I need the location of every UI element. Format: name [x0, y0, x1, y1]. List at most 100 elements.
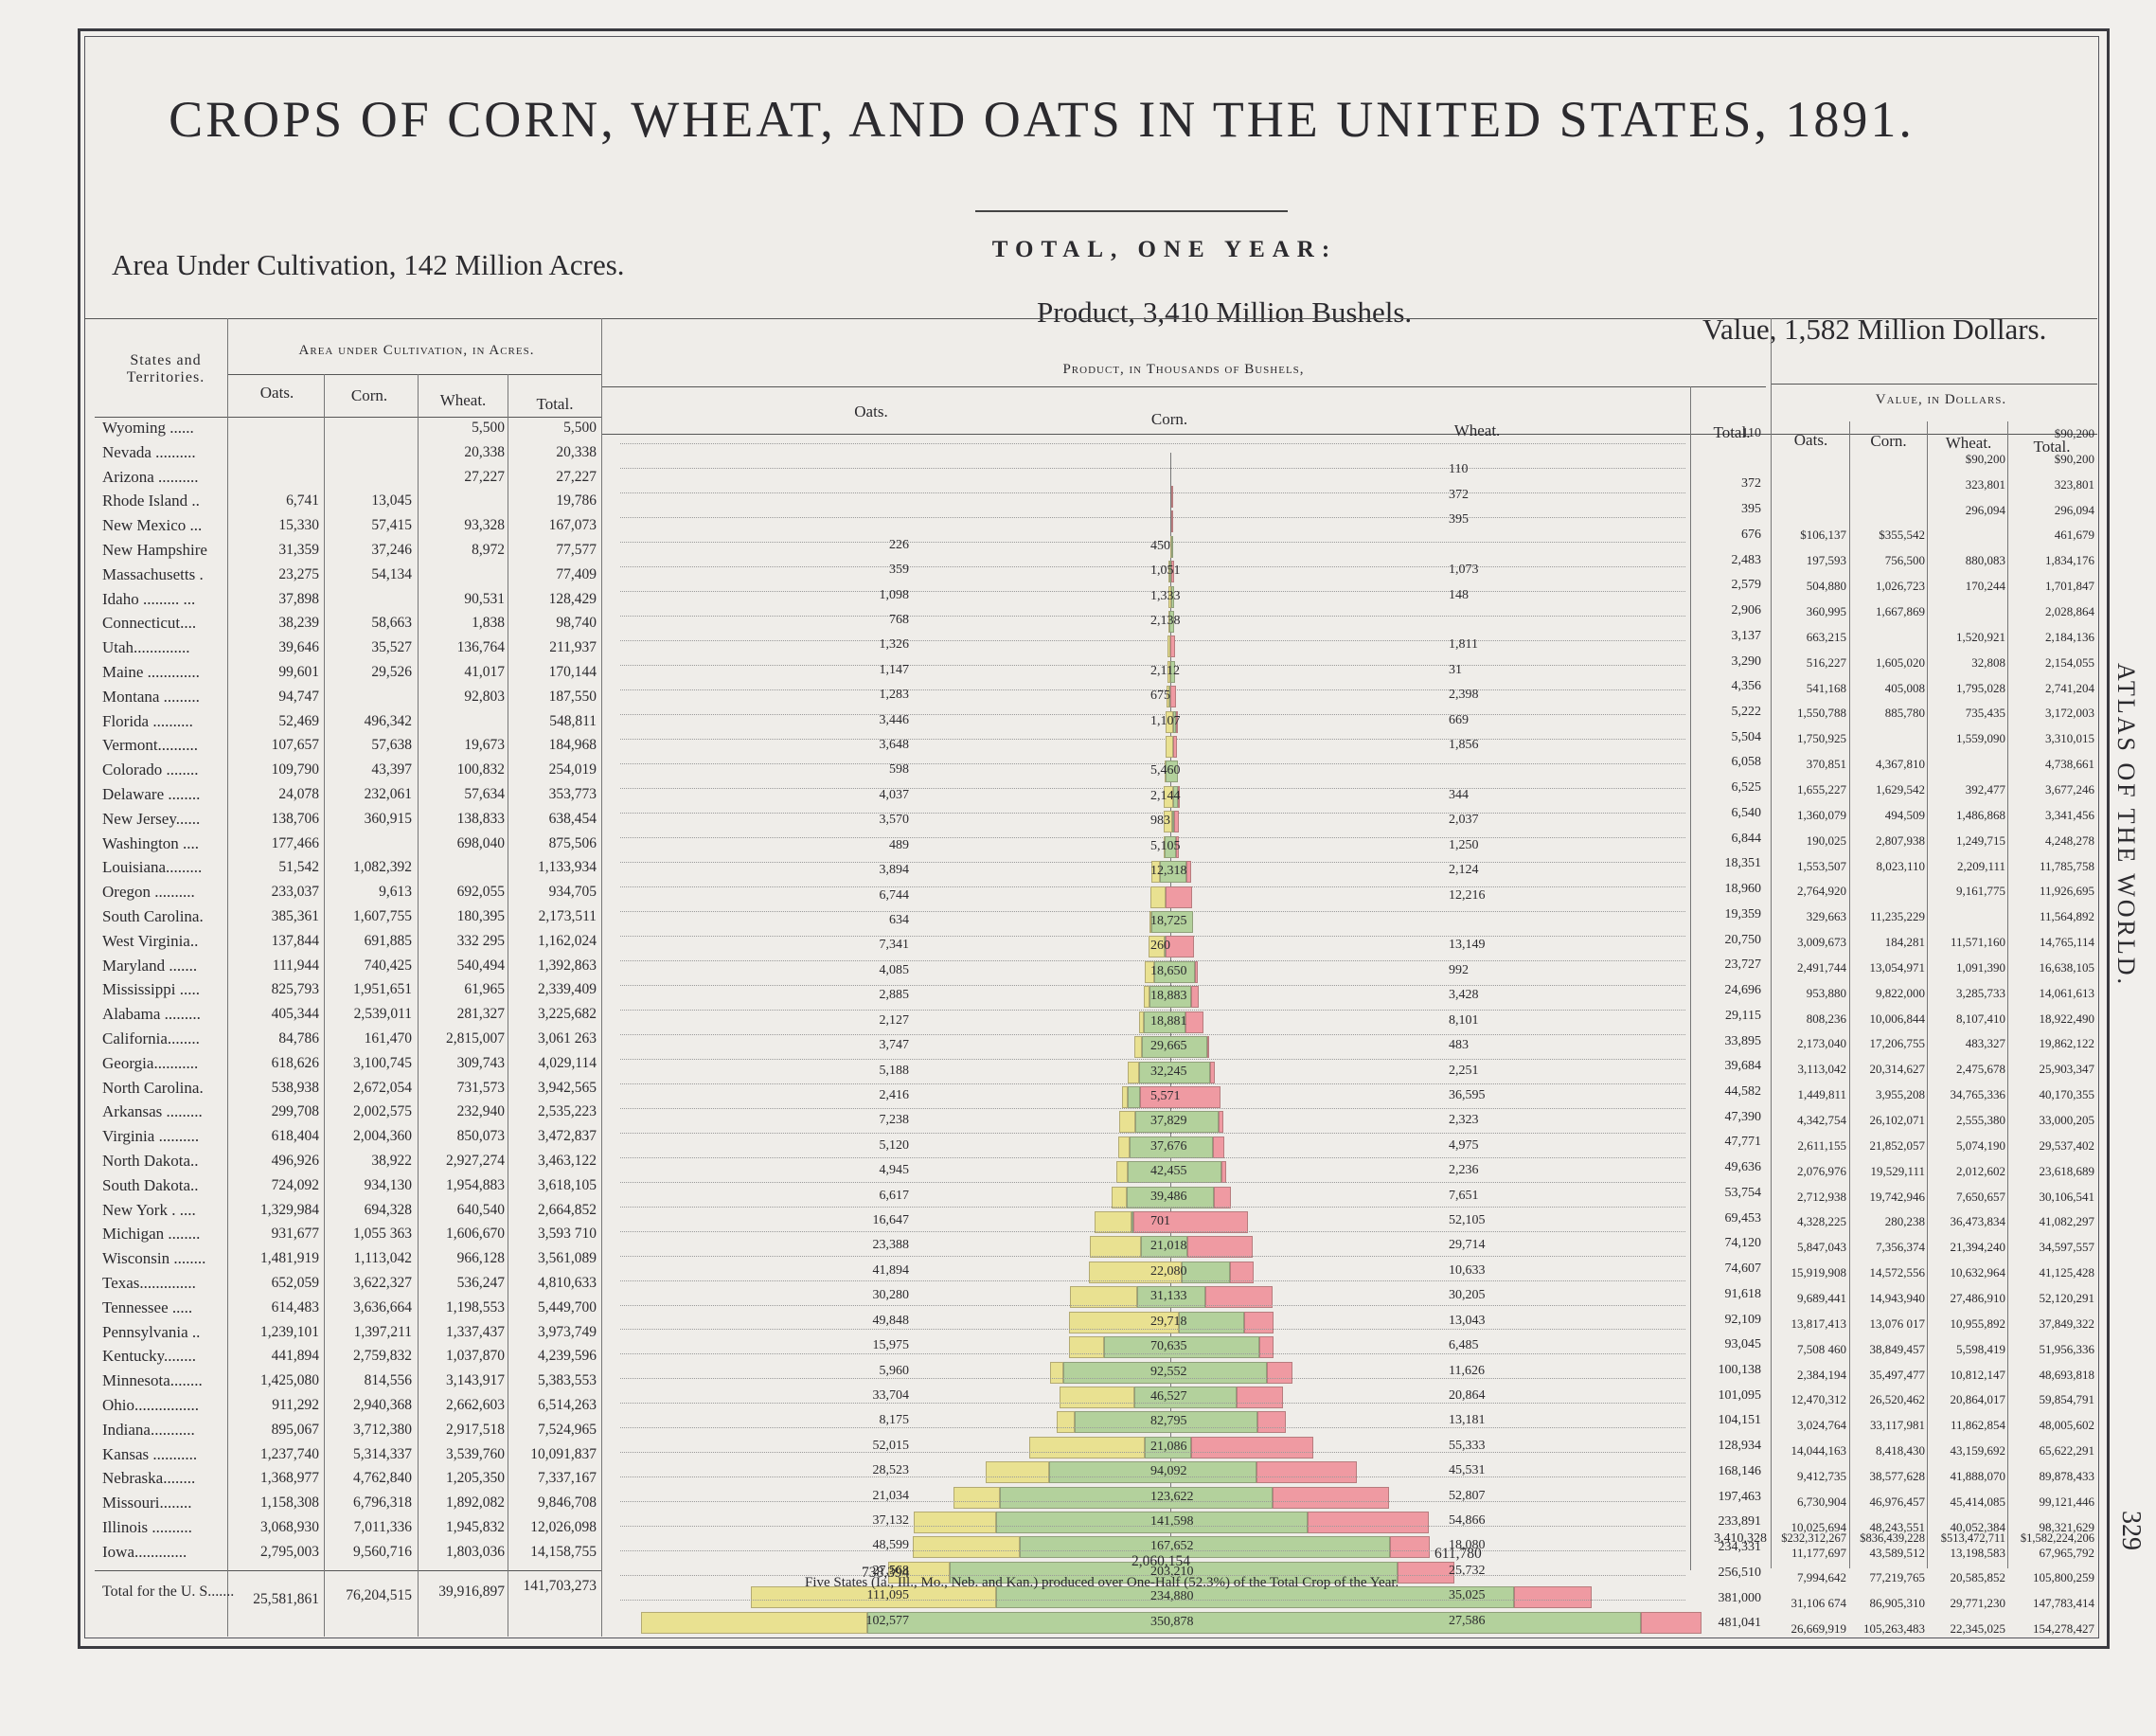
value-cell: 756,500 [1884, 553, 1925, 568]
value-cell: 483,327 [1965, 1036, 2005, 1051]
area-cell: 35,527 [371, 639, 412, 656]
prod-total-cell: 101,095 [1718, 1387, 1762, 1403]
bar-wheat [1173, 811, 1179, 833]
prod-oats-label: 30,280 [872, 1288, 910, 1303]
prod-total-cell: 676 [1741, 527, 1761, 542]
area-cell: 233,037 [271, 884, 319, 901]
prod-wheat-label: 483 [1449, 1038, 1469, 1053]
value-cell: $90,200 [2054, 451, 2094, 466]
leader-line [620, 1378, 1685, 1380]
prod-wheat-label: 1,811 [1449, 637, 1478, 653]
value-subhead-rule [1771, 384, 2097, 385]
bar-corn [866, 1611, 1641, 1634]
area-cell: 7,011,336 [353, 1519, 412, 1535]
state-name: Rhode Island .. [102, 492, 200, 510]
value-cell: 1,550,788 [1797, 706, 1846, 721]
total-prod-wheat: 611,780 [1434, 1546, 1482, 1562]
area-cell: 39,646 [278, 639, 319, 656]
leader-line [620, 1427, 1685, 1429]
area-cell: 2,927,274 [446, 1153, 505, 1169]
value-cell: 3,172,003 [2045, 706, 2094, 721]
value-cell: 99,121,446 [2039, 1494, 2095, 1509]
state-name: Wyoming ...... [102, 419, 194, 437]
total-area-oats: 25,581,861 [253, 1591, 319, 1607]
leader-line [620, 1058, 1685, 1060]
value-cell: 23,618,689 [2039, 1163, 2095, 1178]
area-cell: 38,239 [278, 615, 319, 632]
prod-oats-label: 598 [889, 762, 909, 778]
prod-total-cell: 6,058 [1731, 755, 1762, 770]
area-cell: 3,618,105 [538, 1176, 597, 1193]
bar-oats [1150, 861, 1160, 884]
bar-wheat [1267, 1361, 1293, 1384]
prod-wheat-label: 6,485 [1449, 1338, 1479, 1353]
area-cell: 1,082,392 [353, 859, 412, 876]
prod-corn-label: 94,092 [1150, 1464, 1187, 1479]
area-cell: 618,404 [271, 1128, 319, 1145]
prod-oats-label: 3,747 [879, 1038, 910, 1053]
area-cell: 1,606,670 [446, 1226, 505, 1243]
leader-line [620, 541, 1685, 543]
leader-line [620, 738, 1685, 740]
value-cell: 40,170,355 [2039, 1087, 2095, 1102]
value-cell: 461,679 [2054, 528, 2094, 543]
prod-oats-label: 16,647 [872, 1213, 910, 1228]
leader-line [620, 467, 1685, 469]
prod-oats-label: 27,568 [872, 1563, 910, 1578]
bar-corn [1131, 1211, 1133, 1234]
value-cell: 323,801 [1965, 476, 2005, 492]
area-cell: 43,397 [371, 761, 412, 779]
prod-total-cell: 44,582 [1724, 1083, 1762, 1099]
state-name: North Carolina. [102, 1078, 204, 1097]
area-cell: 1,481,919 [260, 1250, 319, 1267]
value-cell: 663,215 [1806, 629, 1846, 644]
value-cell: 13,054,971 [1869, 959, 1926, 975]
prod-corn-label: 5,105 [1150, 838, 1181, 853]
prod-total-cell: 69,453 [1724, 1210, 1762, 1226]
prod-corn-label: 29,718 [1150, 1314, 1187, 1329]
divider-states [227, 318, 228, 1637]
value-cell: 26,102,071 [1869, 1113, 1926, 1128]
area-cell: 2,539,011 [353, 1006, 412, 1023]
prod-oats-label: 5,120 [879, 1137, 910, 1153]
bar-wheat [1170, 686, 1177, 708]
value-cell: 12,470,312 [1791, 1392, 1847, 1407]
area-cell: 618,626 [271, 1054, 319, 1071]
value-cell: 77,219,765 [1869, 1570, 1926, 1585]
area-cell: 5,449,700 [538, 1298, 597, 1315]
prod-wheat-label: 395 [1449, 512, 1469, 528]
value-cell: 280,238 [1884, 1214, 1925, 1229]
area-cell: 2,759,832 [353, 1348, 412, 1365]
area-cell: 138,706 [271, 810, 319, 827]
value-cell: 32,808 [1971, 654, 2005, 670]
bar-wheat [1191, 986, 1200, 1009]
bar-oats [1127, 1061, 1139, 1083]
state-name: Louisiana......... [102, 858, 203, 877]
value-cell: 9,822,000 [1876, 985, 1925, 1000]
value-total-head: Total. [2033, 438, 2071, 456]
leader-line [620, 1353, 1685, 1355]
prod-total-cell: 47,390 [1724, 1109, 1762, 1124]
value-cell: 11,785,758 [2039, 858, 2094, 873]
prod-corn-label: 2,138 [1150, 613, 1181, 628]
prod-oats-label: 359 [889, 563, 909, 578]
prod-total-cell: 18,960 [1724, 882, 1762, 897]
bar-wheat [1237, 1386, 1283, 1408]
value-cell: 1,629,542 [1876, 781, 1925, 796]
state-name: Idaho ......... ... [102, 589, 196, 608]
prod-wheat-label: 13,181 [1449, 1413, 1486, 1428]
value-cell: 41,125,428 [2039, 1265, 2095, 1280]
value-cell: 7,650,657 [1956, 1189, 2005, 1204]
value-cell: 105,263,483 [1863, 1621, 1925, 1637]
area-cell: 180,395 [456, 908, 505, 924]
prod-corn-label: 1,333 [1150, 588, 1181, 603]
area-cell: 92,803 [464, 688, 505, 705]
bar-corn [1169, 610, 1175, 633]
area-cell: 1,162,024 [538, 932, 597, 949]
leader-line [620, 787, 1685, 789]
value-cell: 11,564,892 [2039, 909, 2094, 924]
state-name: Montana ......... [102, 687, 200, 706]
bar-oats [986, 1461, 1049, 1484]
bar-wheat [1207, 1036, 1210, 1059]
value-cell: 3,113,042 [1797, 1062, 1846, 1077]
